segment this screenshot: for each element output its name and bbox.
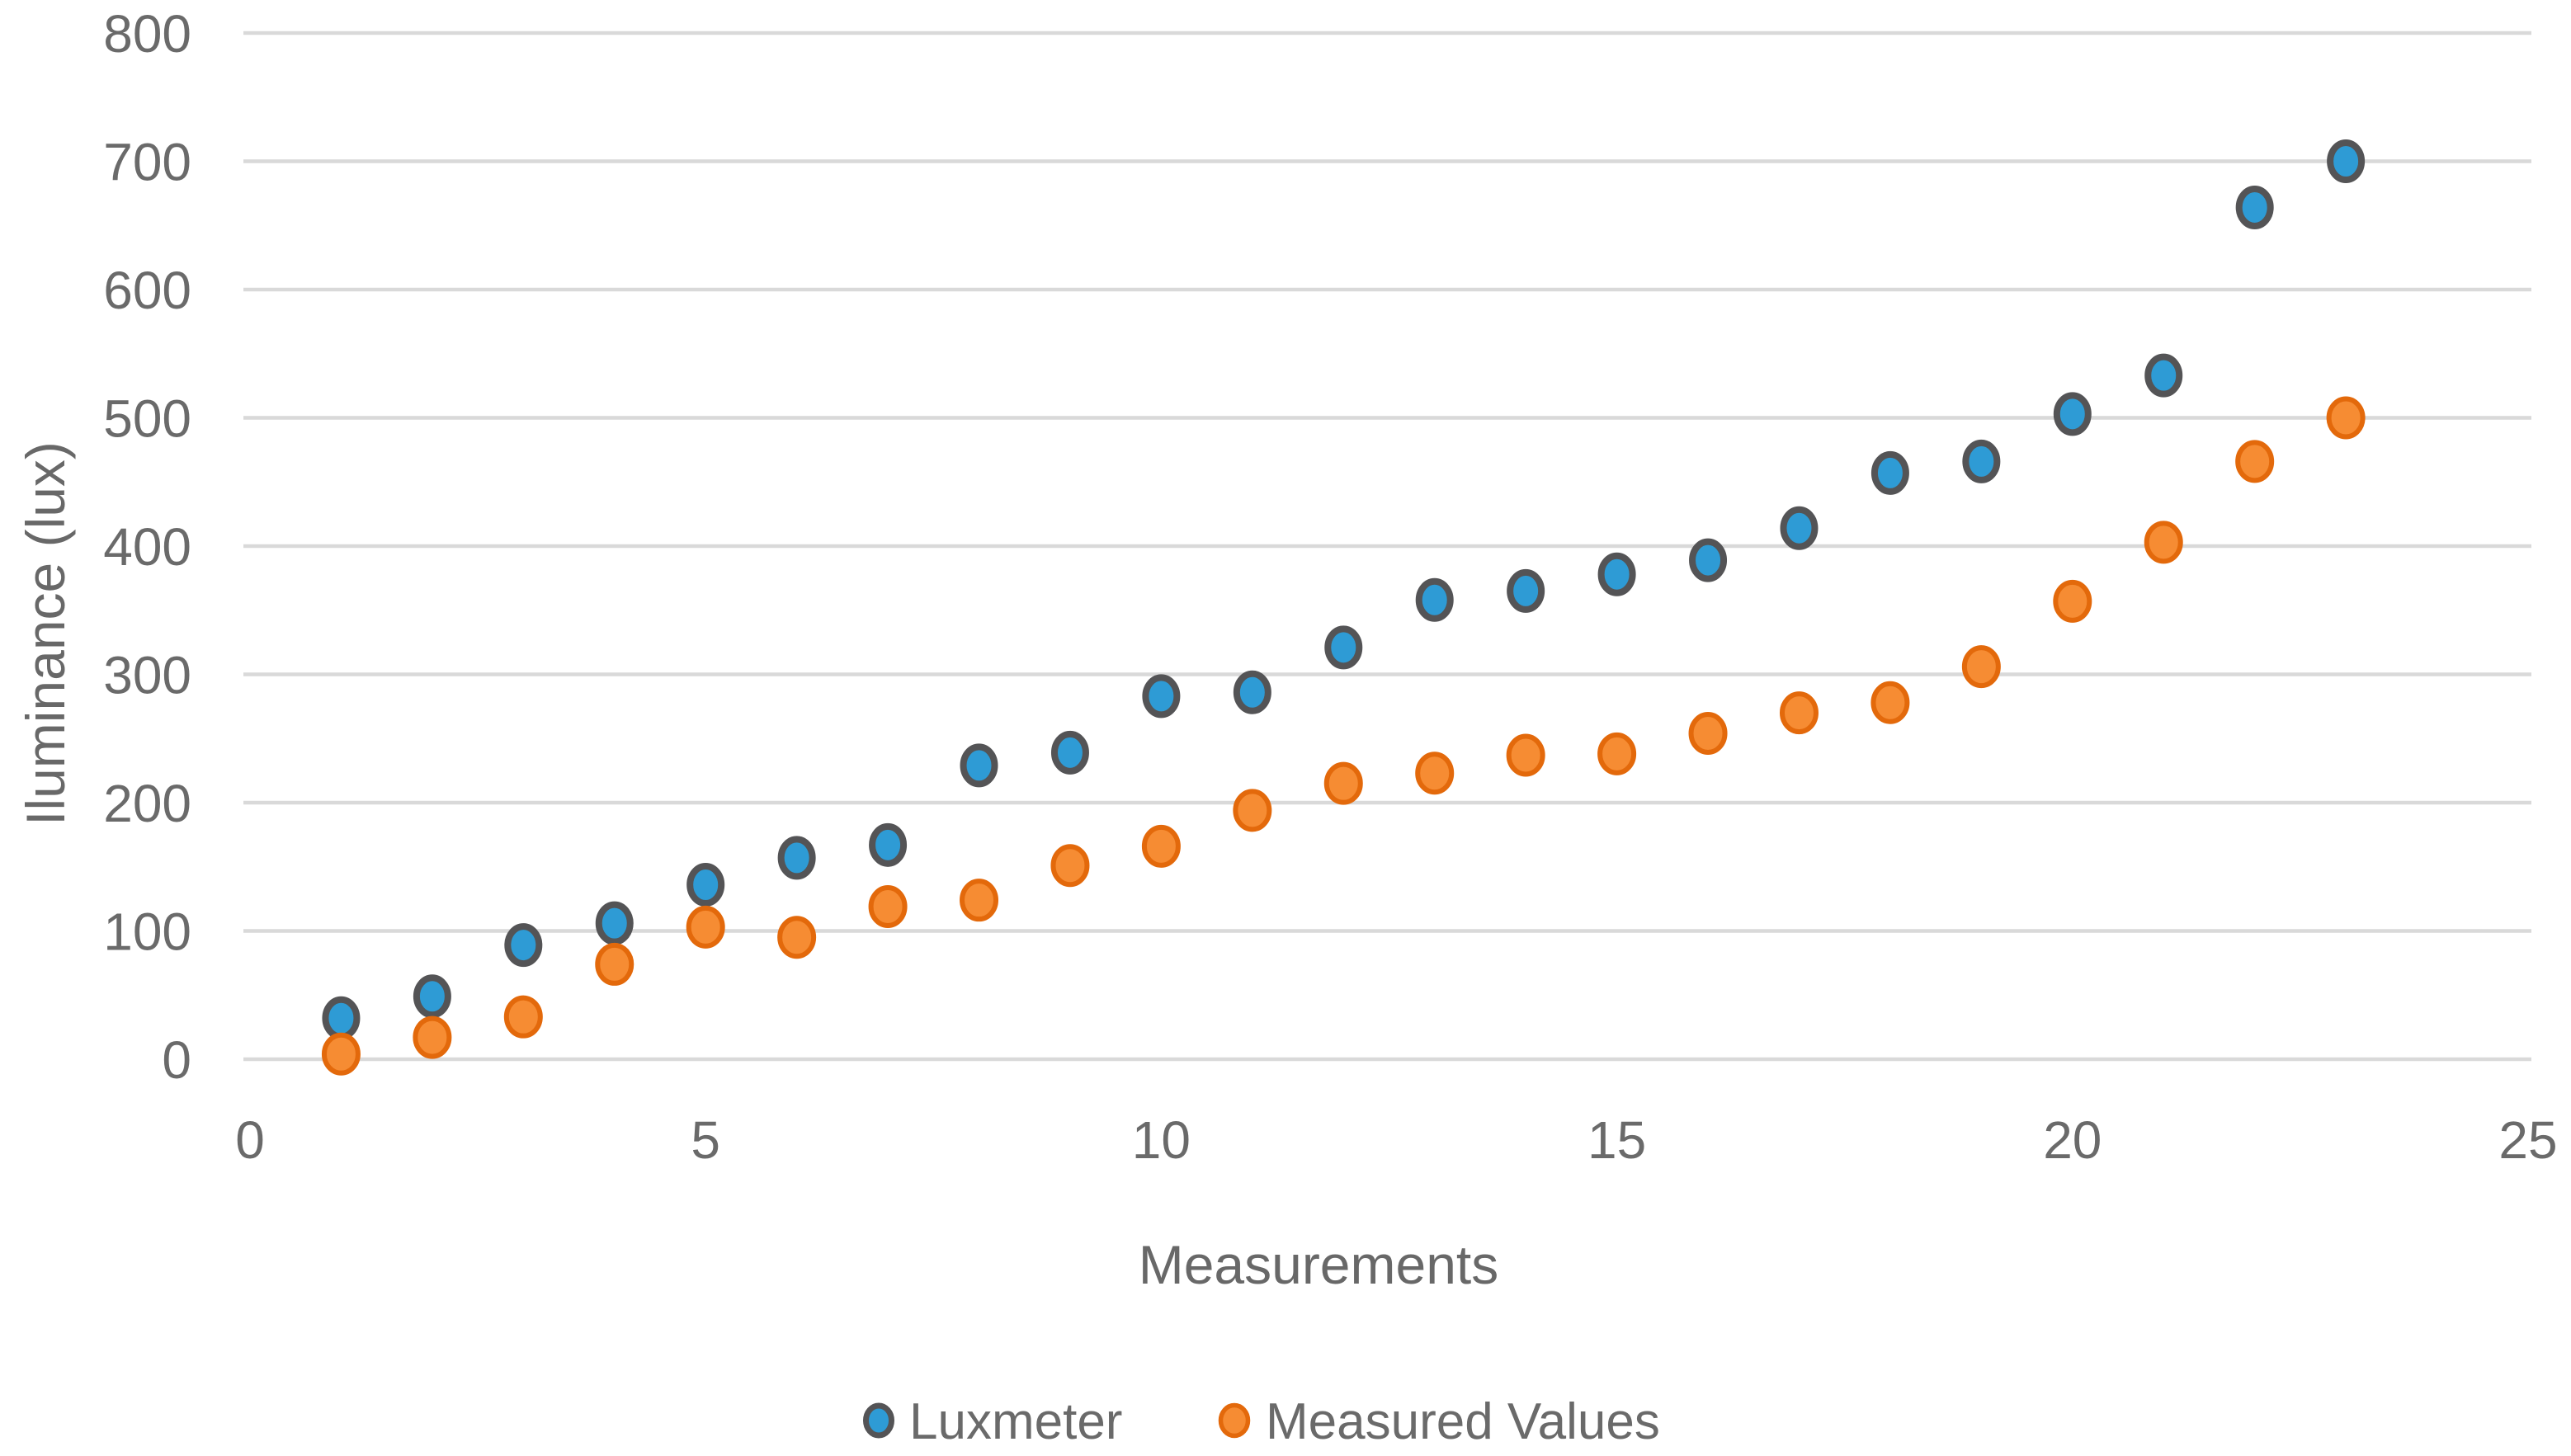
data-point-measured-values-x12 bbox=[1323, 761, 1363, 805]
x-axis-title: Measurements bbox=[1139, 1234, 1499, 1295]
series-measured-values-points bbox=[321, 396, 2366, 1076]
data-point-measured-values-x4 bbox=[595, 942, 634, 986]
data-point-luxmeter-x21 bbox=[2144, 353, 2183, 398]
data-point-measured-values-x7 bbox=[868, 884, 908, 928]
y-axis-title: Iluminance (lux) bbox=[15, 441, 76, 826]
data-point-measured-values-x1 bbox=[321, 1032, 361, 1076]
data-point-luxmeter-x8 bbox=[960, 743, 998, 788]
x-axis-tick-labels: 0 5 10 15 20 25 bbox=[235, 1110, 2557, 1170]
data-point-luxmeter-x17 bbox=[1780, 506, 1819, 550]
x-tick-label-20: 20 bbox=[2043, 1110, 2102, 1170]
x-tick-label-0: 0 bbox=[235, 1110, 265, 1170]
data-point-measured-values-x18 bbox=[1870, 681, 1910, 724]
y-tick-label-300: 300 bbox=[103, 646, 191, 705]
data-point-measured-values-x11 bbox=[1233, 789, 1272, 832]
data-point-luxmeter-x6 bbox=[777, 836, 816, 880]
y-tick-label-0: 0 bbox=[162, 1030, 191, 1090]
data-point-luxmeter-x20 bbox=[2053, 392, 2092, 436]
legend: Luxmeter Measured Values bbox=[863, 1393, 1660, 1450]
luxmeter-marker-icon bbox=[863, 1402, 894, 1439]
y-tick-label-700: 700 bbox=[103, 133, 191, 192]
legend-label-measured-values: Measured Values bbox=[1266, 1393, 1660, 1450]
data-point-luxmeter-x22 bbox=[2235, 185, 2274, 229]
data-point-measured-values-x21 bbox=[2144, 521, 2183, 564]
data-point-measured-values-x13 bbox=[1415, 752, 1455, 795]
data-point-luxmeter-x15 bbox=[1597, 552, 1636, 596]
data-point-measured-values-x3 bbox=[503, 995, 543, 1039]
measured-values-marker-icon bbox=[1218, 1402, 1251, 1439]
data-point-measured-values-x2 bbox=[413, 1015, 452, 1059]
data-point-luxmeter-x12 bbox=[1324, 625, 1363, 670]
y-tick-label-800: 800 bbox=[103, 4, 191, 64]
data-point-luxmeter-x11 bbox=[1233, 670, 1271, 714]
legend-item-luxmeter: Luxmeter bbox=[863, 1393, 1122, 1450]
y-tick-label-600: 600 bbox=[103, 261, 191, 320]
data-point-luxmeter-x2 bbox=[413, 974, 451, 1019]
data-point-measured-values-x9 bbox=[1050, 844, 1090, 888]
legend-item-measured-values: Measured Values bbox=[1218, 1393, 1660, 1450]
data-point-measured-values-x8 bbox=[960, 879, 999, 922]
data-point-measured-values-x22 bbox=[2235, 440, 2275, 483]
y-tick-label-400: 400 bbox=[103, 517, 191, 577]
data-point-luxmeter-x10 bbox=[1142, 674, 1181, 719]
data-point-measured-values-x17 bbox=[1779, 691, 1819, 735]
data-point-measured-values-x19 bbox=[1961, 645, 2001, 689]
data-point-luxmeter-x4 bbox=[595, 901, 634, 945]
data-point-luxmeter-x23 bbox=[2327, 139, 2366, 183]
data-point-luxmeter-x5 bbox=[686, 863, 725, 907]
x-tick-label-15: 15 bbox=[1587, 1110, 1646, 1170]
x-tick-label-10: 10 bbox=[1132, 1110, 1191, 1170]
data-point-measured-values-x23 bbox=[2326, 396, 2366, 440]
data-point-luxmeter-x14 bbox=[1507, 568, 1545, 613]
data-point-measured-values-x15 bbox=[1597, 732, 1637, 775]
data-point-luxmeter-x1 bbox=[322, 996, 361, 1040]
data-point-luxmeter-x9 bbox=[1050, 730, 1089, 775]
data-point-luxmeter-x18 bbox=[1870, 450, 1909, 495]
data-point-measured-values-x6 bbox=[777, 916, 817, 959]
series-luxmeter-points bbox=[322, 139, 2366, 1040]
data-point-measured-values-x10 bbox=[1141, 824, 1181, 868]
y-tick-label-200: 200 bbox=[103, 774, 191, 833]
data-point-luxmeter-x3 bbox=[504, 923, 543, 968]
x-tick-label-5: 5 bbox=[691, 1110, 720, 1170]
data-point-measured-values-x5 bbox=[686, 905, 725, 949]
y-axis-tick-labels: 0 100 200 300 400 500 600 700 800 bbox=[103, 4, 191, 1090]
data-point-luxmeter-x7 bbox=[869, 822, 908, 867]
x-tick-label-25: 25 bbox=[2498, 1110, 2557, 1170]
data-point-measured-values-x14 bbox=[1506, 733, 1545, 777]
data-point-luxmeter-x13 bbox=[1415, 577, 1454, 622]
data-point-measured-values-x20 bbox=[2053, 579, 2092, 623]
data-point-luxmeter-x16 bbox=[1689, 538, 1728, 582]
data-point-measured-values-x16 bbox=[1688, 712, 1728, 756]
legend-label-luxmeter: Luxmeter bbox=[909, 1393, 1122, 1450]
gridlines bbox=[243, 31, 2531, 1062]
y-tick-label-500: 500 bbox=[103, 389, 191, 449]
data-point-luxmeter-x19 bbox=[1962, 439, 2001, 483]
y-tick-label-100: 100 bbox=[103, 902, 191, 962]
